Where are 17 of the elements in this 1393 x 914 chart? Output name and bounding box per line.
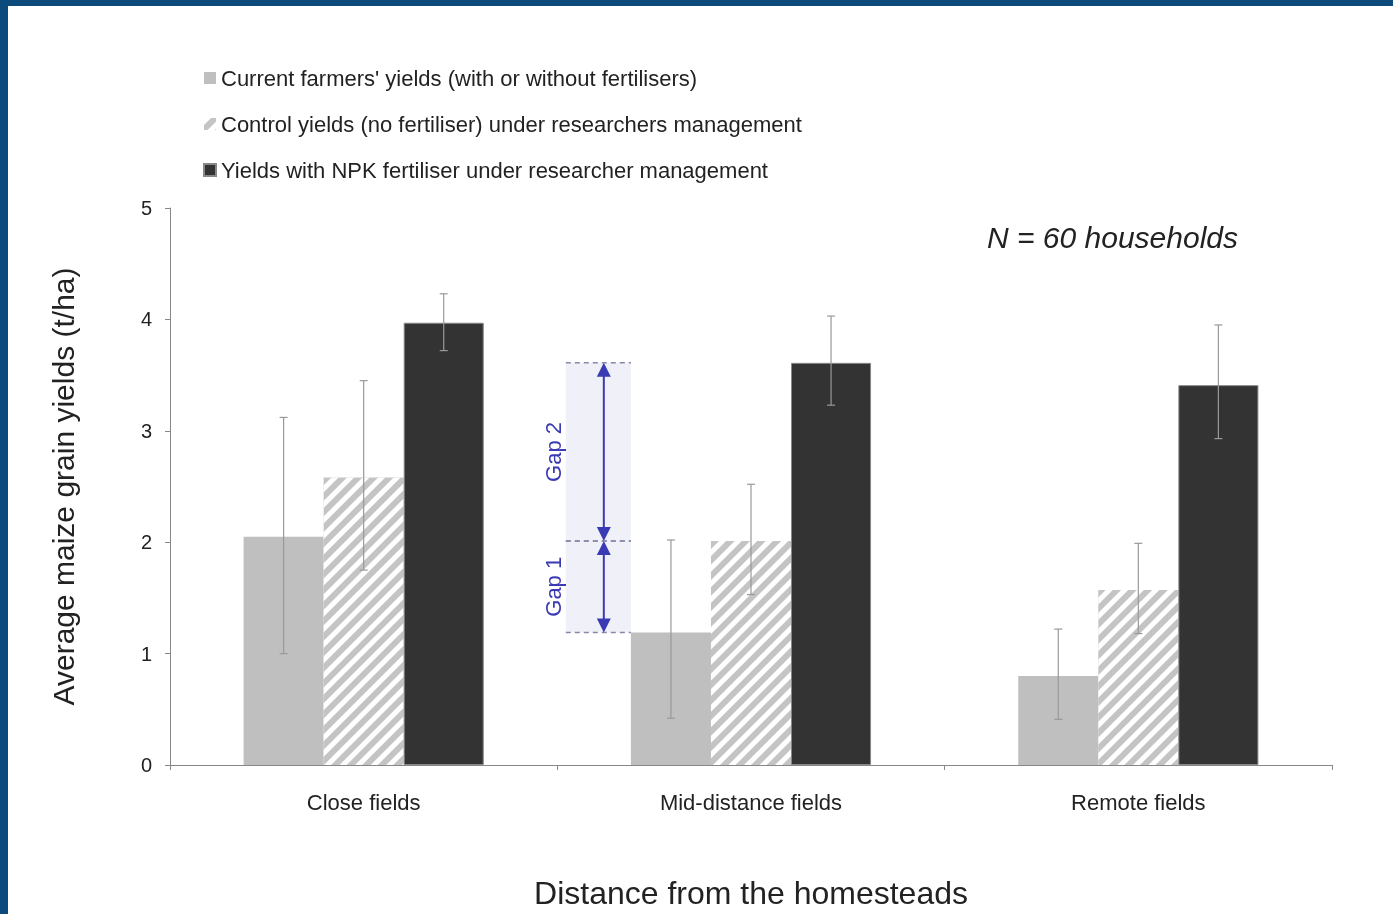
y-tick-label: 2 bbox=[140, 531, 152, 554]
x-tick-label: Remote fields bbox=[1071, 789, 1206, 815]
x-tick-label: Close fields bbox=[306, 789, 421, 815]
y-tick-label: 4 bbox=[140, 308, 152, 331]
y-tick-label: 0 bbox=[140, 754, 152, 776]
legend-label: Control yields (no fertiliser) under researchers management bbox=[221, 111, 802, 137]
legend-label: Yields with NPK fertiliser under researcher management bbox=[221, 157, 768, 183]
y-tick-label: 3 bbox=[140, 419, 152, 442]
x-tick-label: Mid-distance fields bbox=[659, 789, 843, 815]
band-label: Gap 2 bbox=[541, 422, 567, 482]
legend-label: Current farmers' yields (with or without fertilisers) bbox=[221, 65, 698, 91]
y-tick-label: 1 bbox=[140, 642, 152, 665]
annotation: N = 60 households bbox=[986, 220, 1238, 254]
y-axis-title: Average maize grain yields (t/ha) bbox=[46, 267, 80, 706]
y-tick-label: 5 bbox=[140, 197, 152, 219]
band-label: Gap 1 bbox=[541, 556, 567, 617]
x-axis-title: Distance from the homesteads bbox=[534, 875, 968, 911]
